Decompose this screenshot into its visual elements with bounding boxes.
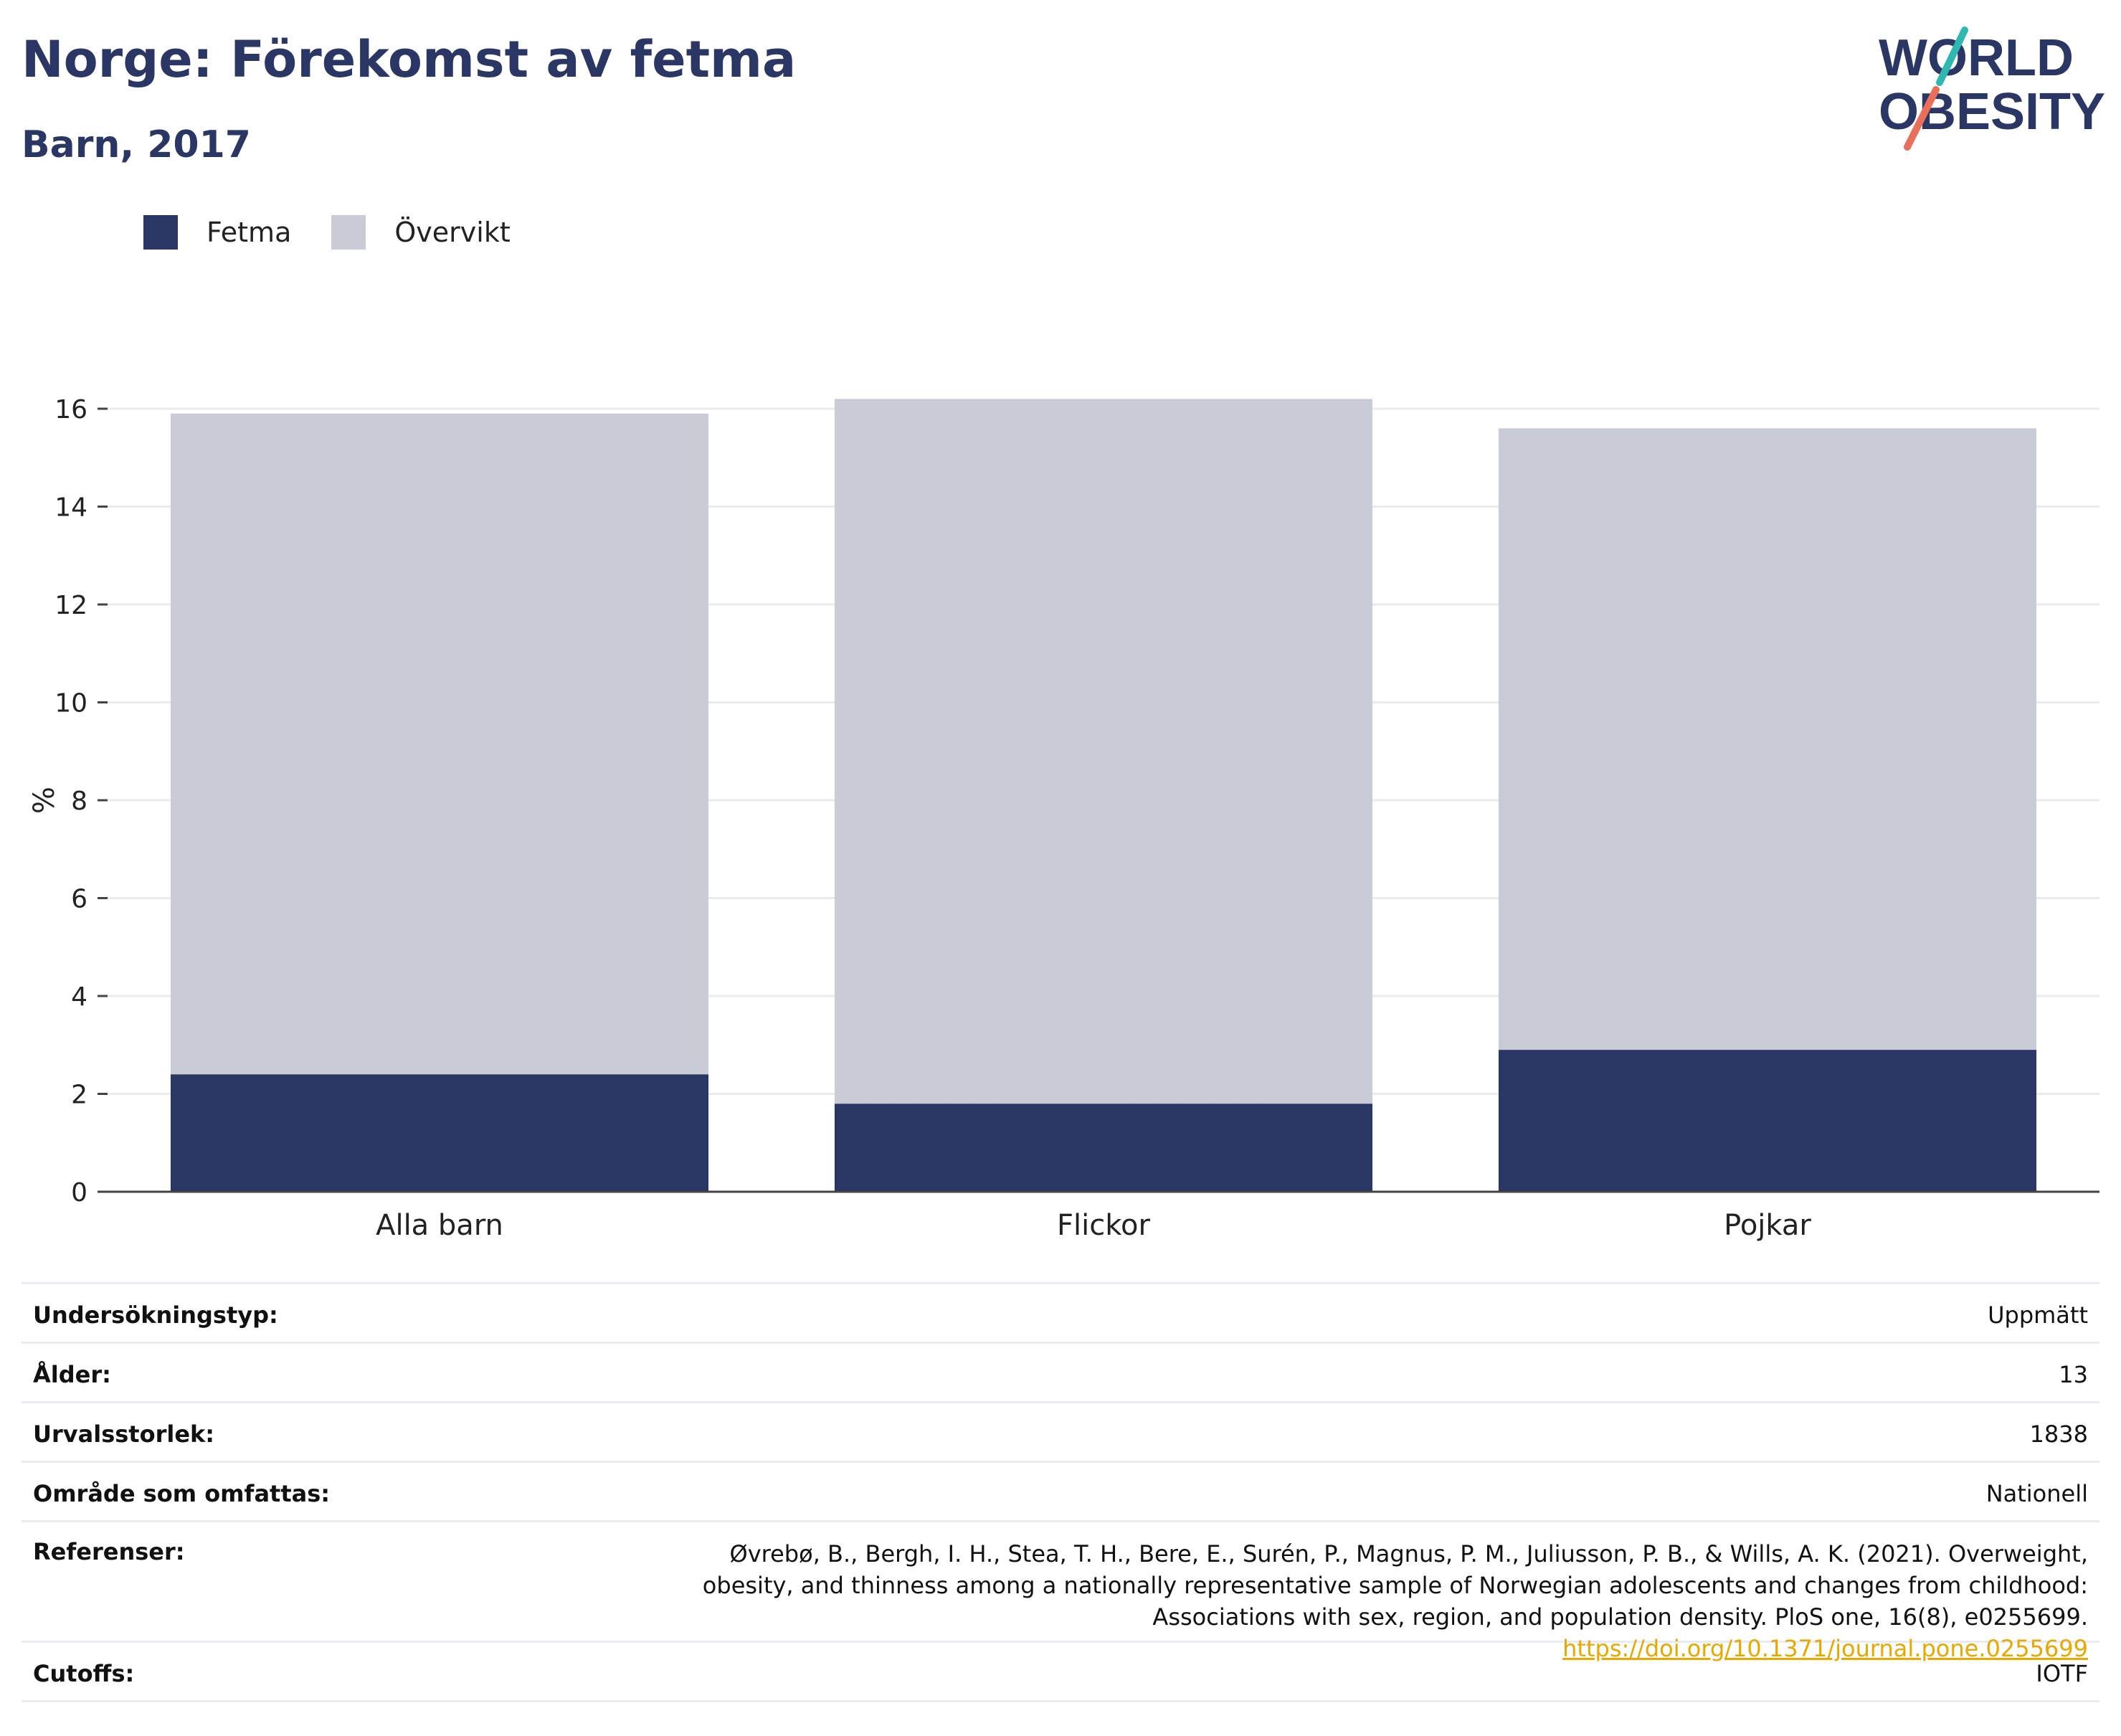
logo-slash-teal (1936, 27, 1968, 86)
bar-overvikt (834, 399, 1373, 1104)
bar-fetma (1498, 1050, 2037, 1192)
survey-info-table: Undersökningstyp: Uppmätt Ålder: 13 Urva… (22, 1282, 2099, 1702)
logo-slash-coral (1904, 86, 1940, 151)
bar-fetma (170, 1074, 709, 1192)
info-value-cutoffs: IOTF (2036, 1660, 2088, 1687)
info-value-survey-type: Uppmätt (1988, 1301, 2088, 1329)
y-axis-title: % (28, 787, 61, 814)
y-tick-label: 6 (71, 885, 87, 914)
info-row-sample-size: Urvalsstorlek: 1838 (22, 1403, 2099, 1463)
legend-swatch-fetma (143, 215, 178, 250)
reference-doi-link[interactable]: https://doi.org/10.1371/journal.pone.025… (1562, 1635, 2088, 1662)
info-row-cutoffs: Cutoffs: IOTF (22, 1643, 2099, 1702)
info-label-age: Ålder: (33, 1361, 111, 1388)
y-tick-label: 16 (54, 395, 87, 424)
info-label-area: Område som omfattas: (33, 1480, 331, 1507)
legend-item-overvikt[interactable]: Övervikt (331, 215, 511, 250)
reference-text: Øvrebø, B., Bergh, I. H., Stea, T. H., B… (702, 1540, 2088, 1631)
info-label-survey-type: Undersökningstyp: (33, 1301, 278, 1329)
info-value-references: Øvrebø, B., Bergh, I. H., Stea, T. H., B… (654, 1538, 2088, 1664)
info-label-cutoffs: Cutoffs: (33, 1660, 135, 1687)
info-row-survey-type: Undersökningstyp: Uppmätt (22, 1284, 2099, 1344)
y-tick-label: 8 (71, 787, 87, 816)
info-row-age: Ålder: 13 (22, 1344, 2099, 1403)
legend-item-fetma[interactable]: Fetma (143, 215, 291, 250)
y-tick-label: 0 (71, 1178, 87, 1208)
legend-label-overvikt: Övervikt (394, 217, 511, 248)
chart-subtitle: Barn, 2017 (22, 123, 251, 166)
stacked-bar-chart: 0 2 4 6 8 10 12 14 16% Alla barn Flickor Pojkar (28, 395, 2099, 1242)
legend-label-fetma: Fetma (207, 217, 292, 248)
chart-title: Norge: Förekomst av fetma (22, 30, 797, 89)
legend-swatch-overvikt (331, 215, 366, 250)
x-tick-label: Flickor (1057, 1209, 1150, 1242)
info-row-area: Område som omfattas: Nationell (22, 1463, 2099, 1522)
world-obesity-logo: WORLD OBESITY (1879, 27, 2105, 151)
y-tick-label: 2 (71, 1081, 87, 1110)
chart-legend: Fetma Övervikt (143, 215, 551, 250)
info-row-references: Referenser: Øvrebø, B., Bergh, I. H., St… (22, 1522, 2099, 1662)
x-tick-label: Alla barn (376, 1209, 503, 1242)
info-label-sample-size: Urvalsstorlek: (33, 1420, 215, 1448)
info-value-area: Nationell (1985, 1480, 2088, 1507)
info-label-references: Referenser: (33, 1538, 185, 1565)
y-tick-label: 12 (54, 591, 87, 620)
info-value-sample-size: 1838 (2029, 1420, 2088, 1448)
info-value-age: 13 (2059, 1361, 2088, 1388)
bar-fetma (834, 1104, 1373, 1192)
logo-word-world: WORLD (1879, 29, 2074, 87)
bar-overvikt (1498, 428, 2037, 1050)
y-tick-label: 4 (71, 982, 87, 1012)
y-tick-label: 14 (54, 493, 87, 523)
x-tick-label: Pojkar (1724, 1209, 1811, 1242)
bar-overvikt (170, 413, 709, 1075)
y-tick-label: 10 (54, 689, 87, 718)
